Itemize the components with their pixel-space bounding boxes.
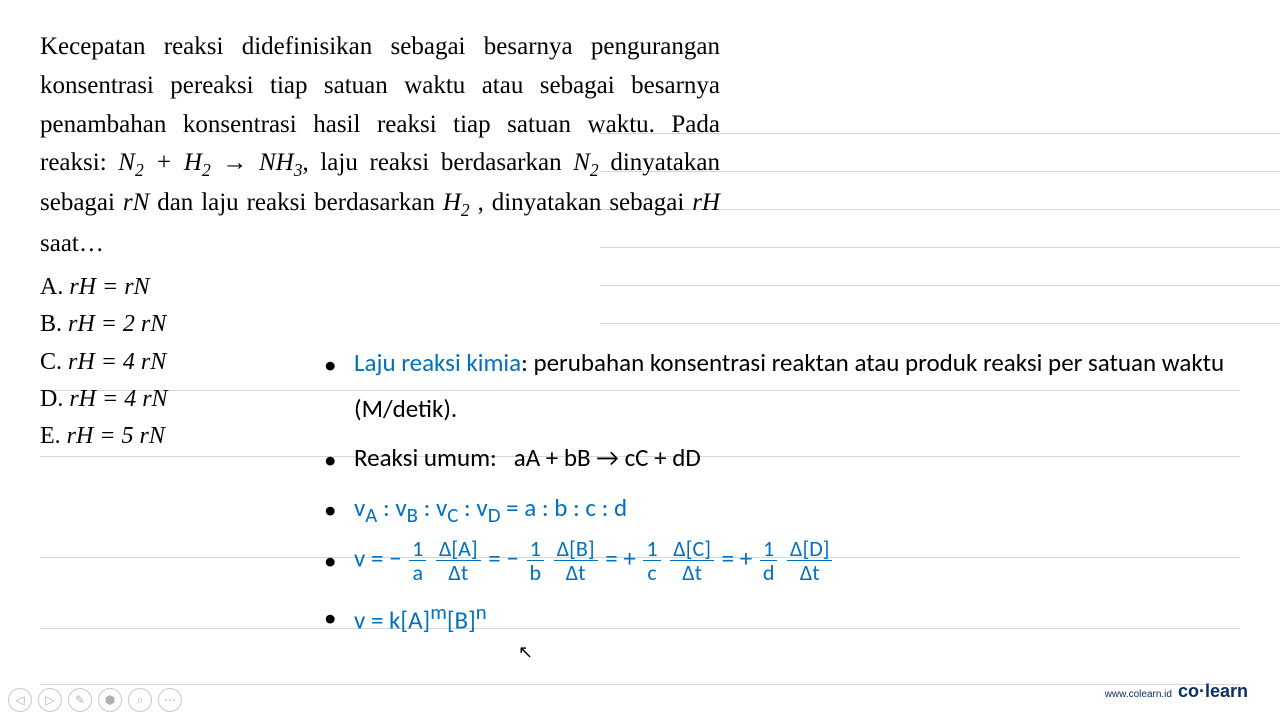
question-paragraph: Kecepatan reaksi didefinisikan sebagai b…	[40, 28, 720, 263]
bullet2-eq: aA + bB → cC + dD	[514, 442, 701, 473]
option-b: B. rH = 2 rN	[40, 306, 1240, 343]
more-button[interactable]: ⋯	[158, 688, 182, 712]
bullet-3: • vA : vB : vC : vD = a : b : c : d	[318, 485, 1260, 535]
bullet-2: • Reaksi umum: aA + bB → cC + dD	[318, 435, 1260, 483]
option-a: A. rH = rN	[40, 269, 1240, 306]
play-button[interactable]: ▷	[38, 688, 62, 712]
explanation-panel: • Laju reaksi kimia: perubahan konsentra…	[318, 340, 1260, 645]
zoom-button[interactable]: ⌕	[128, 688, 152, 712]
brand-name: co·learn	[1178, 681, 1248, 701]
bullet-4: • v = − 1a Δ[A]Δt = − 1b Δ[B]Δt = + 1c Δ…	[318, 536, 1260, 584]
brand-logo: www.colearn.id co·learn	[1105, 681, 1248, 702]
pen-button[interactable]: ✎	[68, 688, 92, 712]
marker-button[interactable]: ⬢	[98, 688, 122, 712]
bullet-1: • Laju reaksi kimia: perubahan konsentra…	[318, 340, 1260, 433]
prev-button[interactable]: ◁	[8, 688, 32, 712]
mouse-cursor-icon: ↖	[518, 642, 533, 663]
bullet-5: • v = k[A]m[B]n	[318, 593, 1260, 644]
brand-url: www.colearn.id	[1105, 689, 1172, 700]
player-toolbar: ◁ ▷ ✎ ⬢ ⌕ ⋯	[8, 688, 182, 712]
bullet2-label: Reaksi umum:	[354, 442, 497, 473]
bullet1-term: Laju reaksi kimia	[354, 347, 521, 378]
